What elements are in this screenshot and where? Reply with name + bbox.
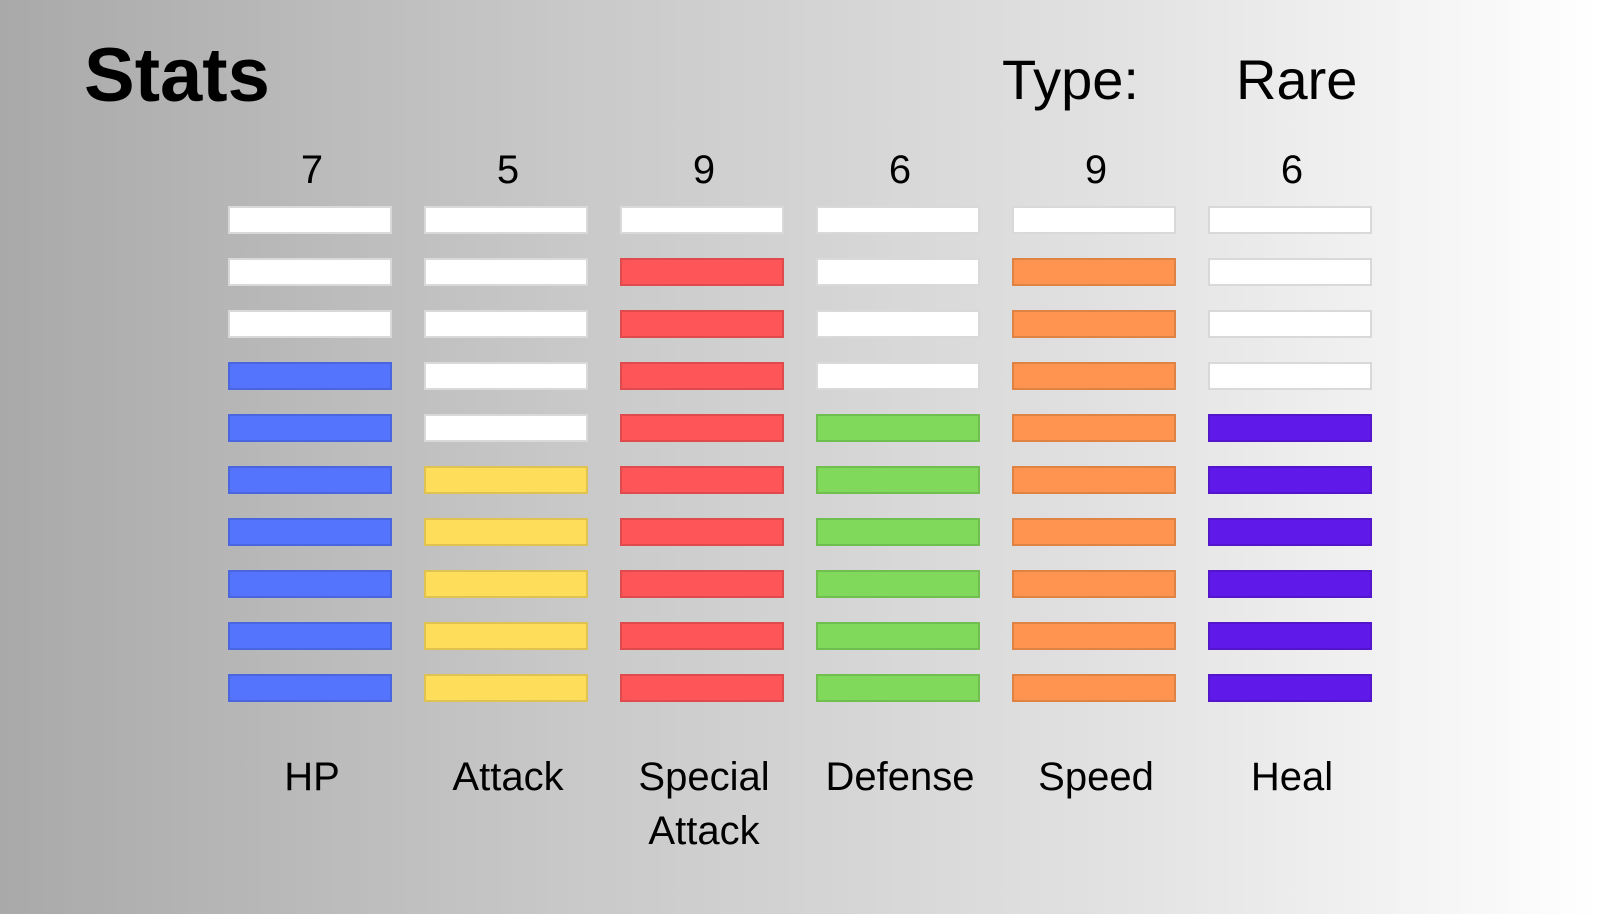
stat-value: 9 [692, 148, 716, 192]
stat-bar-segment [228, 206, 392, 234]
stat-bar-segment [424, 466, 588, 494]
stat-bar-segment [1012, 674, 1176, 702]
stat-bar-segment [424, 414, 588, 442]
stat-bar-segment [620, 518, 784, 546]
stat-bar-segment [1208, 570, 1372, 598]
stat-bar-segment [620, 206, 784, 234]
stat-bar-segment [620, 570, 784, 598]
stat-bar-segment [228, 466, 392, 494]
stat-bar-segment [424, 518, 588, 546]
stat-bar-segment [228, 622, 392, 650]
stat-bar-segment [424, 674, 588, 702]
stat-bar-segment [1208, 414, 1372, 442]
stat-column-heal: 6 Heal [1208, 148, 1376, 799]
type-label: Type: [1002, 48, 1139, 111]
stat-bar-segment [424, 362, 588, 390]
stat-bar-segment [228, 570, 392, 598]
stat-name: Special Attack [638, 755, 770, 853]
stat-value: 6 [888, 148, 912, 192]
stat-name: Speed [1038, 755, 1154, 799]
stat-bar-segment [228, 674, 392, 702]
stat-bar-segment [1208, 206, 1372, 234]
stat-bar-segment [424, 622, 588, 650]
stat-column-special-attack: 9 Special Attack [620, 148, 788, 853]
stat-bar-segment [620, 310, 784, 338]
stat-bar-segment [816, 622, 980, 650]
stat-bar-segment [228, 258, 392, 286]
stat-bar-segment [424, 258, 588, 286]
stat-name: Heal [1250, 755, 1334, 799]
stat-bar-segment [816, 362, 980, 390]
stat-name: HP [284, 755, 340, 799]
stat-bar-segment [1208, 674, 1372, 702]
stat-bar-segment [424, 310, 588, 338]
stat-bar-segment [816, 310, 980, 338]
type-value: Rare [1236, 48, 1358, 111]
stat-bar-segment [620, 674, 784, 702]
stat-bar-segment [816, 206, 980, 234]
stat-bar-segment [228, 310, 392, 338]
stat-bar-segment [1012, 518, 1176, 546]
stat-column-attack: 5 Attack [424, 148, 592, 799]
stat-bar-segment [1012, 206, 1176, 234]
stat-bar-segment [1012, 310, 1176, 338]
stat-bar-segment [816, 414, 980, 442]
stat-bar-segment [1012, 258, 1176, 286]
stat-value: 9 [1084, 148, 1108, 192]
stat-bar-segment [1208, 622, 1372, 650]
stat-bar-segment [1208, 362, 1372, 390]
stat-bar-segment [1208, 518, 1372, 546]
stat-bar-segment [1208, 258, 1372, 286]
stat-name: Defense [825, 755, 975, 799]
stat-bar-segment [1012, 362, 1176, 390]
stat-bar-segment [620, 258, 784, 286]
stat-bar-segment [228, 362, 392, 390]
stat-bar-segment [816, 674, 980, 702]
page-title: Stats [84, 33, 270, 118]
stat-bar-segment [620, 414, 784, 442]
stat-column-hp: 7 HP [228, 148, 396, 799]
stat-value: 6 [1280, 148, 1304, 192]
stat-value: 5 [496, 148, 520, 192]
stat-bar-segment [816, 570, 980, 598]
stat-bar-segment [1012, 414, 1176, 442]
stat-value: 7 [300, 148, 324, 192]
stat-bar-segment [816, 518, 980, 546]
stat-bar-segment [620, 622, 784, 650]
stat-bar-segment [228, 414, 392, 442]
stat-bar-segment [424, 206, 588, 234]
stat-name: Attack [452, 755, 564, 799]
stat-bar-segment [424, 570, 588, 598]
stat-bar-segment [620, 466, 784, 494]
stat-bar-segment [1012, 622, 1176, 650]
stat-column-defense: 6 Defense [816, 148, 984, 799]
stat-bar-segment [816, 466, 980, 494]
stat-bar-segment [1012, 466, 1176, 494]
stat-column-speed: 9 Speed [1012, 148, 1180, 799]
stat-bar-segment [1012, 570, 1176, 598]
stat-bar-segment [228, 518, 392, 546]
stat-bar-segment [816, 258, 980, 286]
stat-bar-segment [1208, 466, 1372, 494]
stat-bar-segment [620, 362, 784, 390]
stat-bar-segment [1208, 310, 1372, 338]
